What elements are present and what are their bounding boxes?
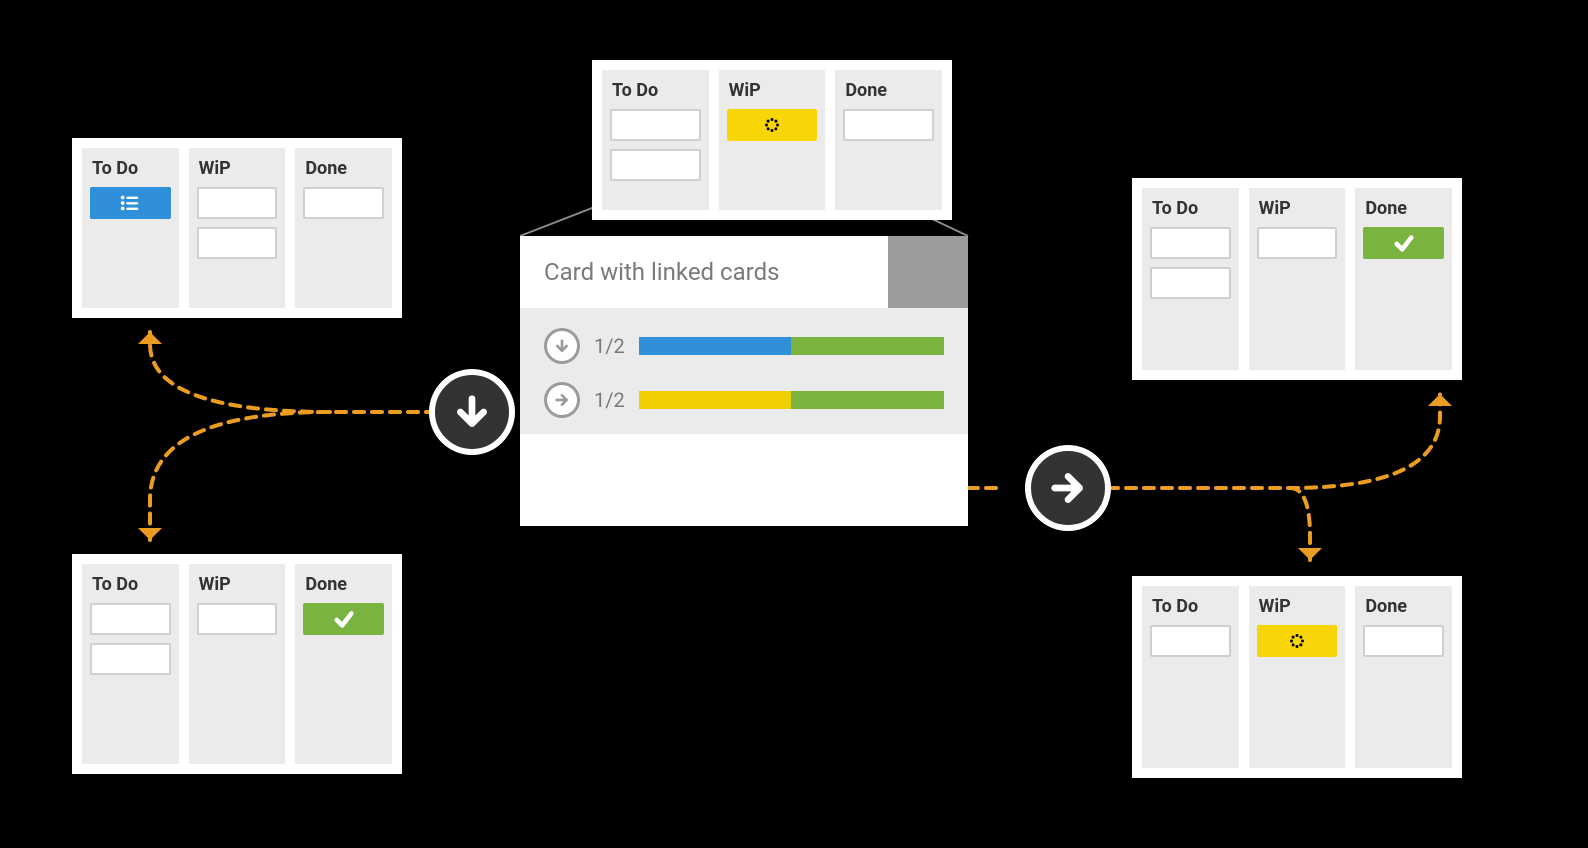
blank-card — [303, 187, 384, 219]
blank-card — [1363, 625, 1444, 657]
progress-ratio: 1/2 — [594, 388, 625, 412]
column-done: Done — [295, 148, 392, 308]
kanban-board-top_center: To Do WiP Done — [592, 60, 952, 220]
card-check-icon — [1363, 227, 1444, 259]
column-wip: WiP — [1249, 188, 1346, 370]
blank-card — [90, 603, 171, 635]
column-title-done: Done — [1365, 596, 1444, 617]
card-list-icon — [90, 187, 171, 219]
blank-card — [90, 643, 171, 675]
column-title-wip: WiP — [1259, 198, 1338, 219]
blank-card — [1257, 227, 1338, 259]
kanban-board-top_right: To Do WiP Done — [1132, 178, 1462, 380]
blank-card — [1150, 625, 1231, 657]
blank-card — [1150, 267, 1231, 299]
column-title-todo: To Do — [1152, 596, 1231, 617]
column-title-done: Done — [305, 574, 384, 595]
linked-card-detail: Card with linked cards 1/2 1/2 — [520, 236, 968, 526]
detail-thumbnail — [888, 236, 968, 308]
column-done: Done — [295, 564, 392, 764]
progress-row-0: 1/2 — [544, 328, 944, 364]
progress-ratio: 1/2 — [594, 334, 625, 358]
column-done: Done — [1355, 586, 1452, 768]
column-wip: WiP — [1249, 586, 1346, 768]
column-title-wip: WiP — [729, 80, 818, 101]
column-title-done: Done — [845, 80, 934, 101]
kanban-board-bottom_right: To Do WiP Done — [1132, 576, 1462, 778]
card-loading-icon — [727, 109, 818, 141]
column-title-todo: To Do — [92, 574, 171, 595]
column-title-todo: To Do — [612, 80, 701, 101]
kanban-board-top_left: To Do WiP Done — [72, 138, 402, 318]
child-link-badge — [429, 369, 515, 455]
column-title-wip: WiP — [1259, 596, 1338, 617]
column-title-todo: To Do — [1152, 198, 1231, 219]
card-check-icon — [303, 603, 384, 635]
column-title-done: Done — [1365, 198, 1444, 219]
progress-segment — [639, 391, 792, 409]
column-done: Done — [1355, 188, 1452, 370]
card-loading-icon — [1257, 625, 1338, 657]
column-todo: To Do — [1142, 586, 1239, 768]
blank-card — [1150, 227, 1231, 259]
progress-bar — [639, 391, 944, 409]
progress-bar — [639, 337, 944, 355]
blank-card — [610, 149, 701, 181]
related-link-badge — [1025, 445, 1111, 531]
progress-row-1: 1/2 — [544, 382, 944, 418]
diagram-stage: To Do WiPDoneTo DoWiPDoneTo DoWiPDoneTo … — [0, 0, 1588, 848]
blank-card — [843, 109, 934, 141]
column-wip: WiP — [189, 148, 286, 308]
column-wip: WiP — [719, 70, 826, 210]
blank-card — [197, 227, 278, 259]
column-title-wip: WiP — [199, 158, 278, 179]
arrow-down-icon — [544, 328, 580, 364]
blank-card — [197, 187, 278, 219]
column-title-wip: WiP — [199, 574, 278, 595]
progress-segment — [791, 337, 944, 355]
progress-segment — [791, 391, 944, 409]
column-title-todo: To Do — [92, 158, 171, 179]
column-done: Done — [835, 70, 942, 210]
blank-card — [610, 109, 701, 141]
kanban-board-bottom_left: To Do WiP Done — [72, 554, 402, 774]
column-title-done: Done — [305, 158, 384, 179]
arrow-right-icon — [544, 382, 580, 418]
progress-rows: 1/2 1/2 — [520, 308, 968, 434]
column-todo: To Do — [602, 70, 709, 210]
detail-title: Card with linked cards — [520, 236, 888, 308]
progress-segment — [639, 337, 792, 355]
column-todo: To Do — [1142, 188, 1239, 370]
blank-card — [197, 603, 278, 635]
column-todo: To Do — [82, 564, 179, 764]
column-wip: WiP — [189, 564, 286, 764]
column-todo: To Do — [82, 148, 179, 308]
